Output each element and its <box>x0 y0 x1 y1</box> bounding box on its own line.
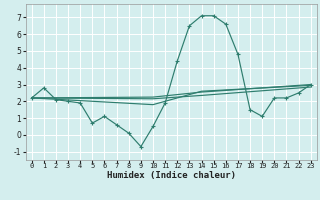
X-axis label: Humidex (Indice chaleur): Humidex (Indice chaleur) <box>107 171 236 180</box>
